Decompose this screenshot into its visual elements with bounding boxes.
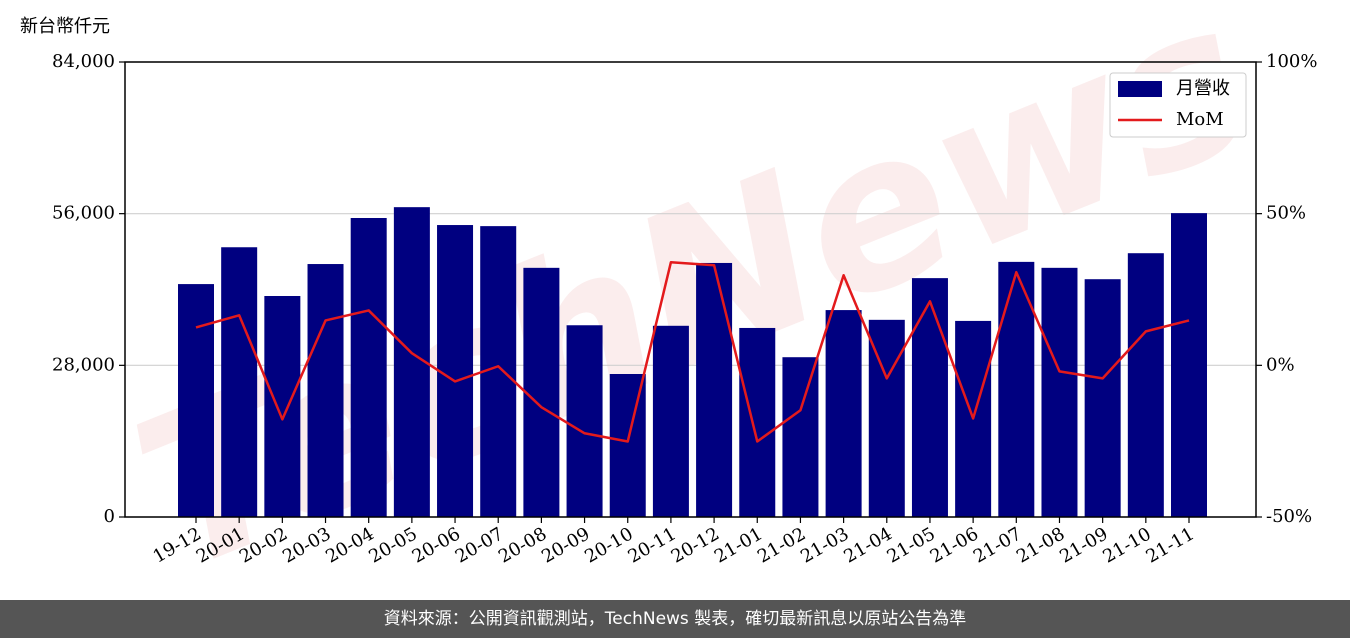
bar — [350, 218, 387, 517]
x-tick-label: 21-06 — [927, 523, 982, 567]
y2-tick-label: 50% — [1266, 203, 1306, 224]
bar — [178, 284, 214, 517]
y-axis-label: 新台幣仟元 — [20, 16, 110, 37]
legend-label: 月營收 — [1176, 78, 1230, 99]
plot-frame — [124, 61, 1257, 518]
bar — [307, 264, 344, 517]
bar — [437, 225, 474, 517]
x-tick-label: 21-05 — [884, 523, 939, 567]
y2-tick-label: 0% — [1266, 354, 1295, 375]
footer: 資料來源：公開資訊觀測站，TechNews 製表，確切最新訊息以原站公告為準 — [0, 600, 1350, 638]
y-tick-label: 28,000 — [52, 354, 115, 375]
bar — [609, 374, 646, 517]
x-tick-label: 21-04 — [840, 523, 895, 567]
x-tick-label: 21-02 — [754, 523, 809, 567]
bar — [652, 325, 689, 517]
bar — [782, 357, 819, 517]
x-tick-label: 20-08 — [495, 523, 550, 567]
bar — [998, 261, 1035, 517]
x-tick-label: 21-03 — [797, 523, 852, 567]
bar — [1127, 253, 1164, 518]
x-tick-label: 20-11 — [624, 523, 679, 567]
bar — [566, 325, 603, 517]
line — [195, 260, 1190, 443]
bar — [696, 262, 733, 517]
bar — [739, 327, 776, 517]
bar — [825, 310, 862, 517]
bar — [1171, 213, 1207, 517]
bar — [911, 278, 948, 517]
x-tick-label: 20-09 — [538, 523, 593, 567]
x-tick-label: 21-08 — [1013, 523, 1068, 567]
bar — [523, 267, 560, 517]
x-tick-label: 21-07 — [970, 523, 1025, 567]
x-tick-label: 21-11 — [1143, 523, 1198, 567]
bar — [1041, 267, 1078, 517]
x-tick-label: 20-12 — [668, 523, 723, 567]
y2-tick-label: -50% — [1266, 506, 1312, 527]
bar — [221, 247, 258, 517]
x-tick-label: 21-09 — [1056, 523, 1111, 567]
x-tick-label: 20-07 — [452, 523, 507, 567]
legend-label: MoM — [1176, 109, 1224, 130]
y-tick-label: 84,000 — [52, 51, 115, 72]
chart: 新台幣仟元 TechNews028,00056,00084,000-50%0%5… — [20, 0, 1317, 600]
legend-swatch — [1118, 81, 1162, 97]
bar — [1084, 279, 1121, 517]
x-tick-label: 20-10 — [581, 523, 636, 567]
x-tick-label: 21-01 — [711, 523, 766, 567]
y2-tick-label: 100% — [1266, 51, 1317, 72]
y-tick-label: 56,000 — [52, 203, 115, 224]
y-tick-label: 0 — [104, 506, 115, 527]
x-tick-label: 21-10 — [1099, 523, 1154, 567]
bar — [264, 296, 301, 517]
